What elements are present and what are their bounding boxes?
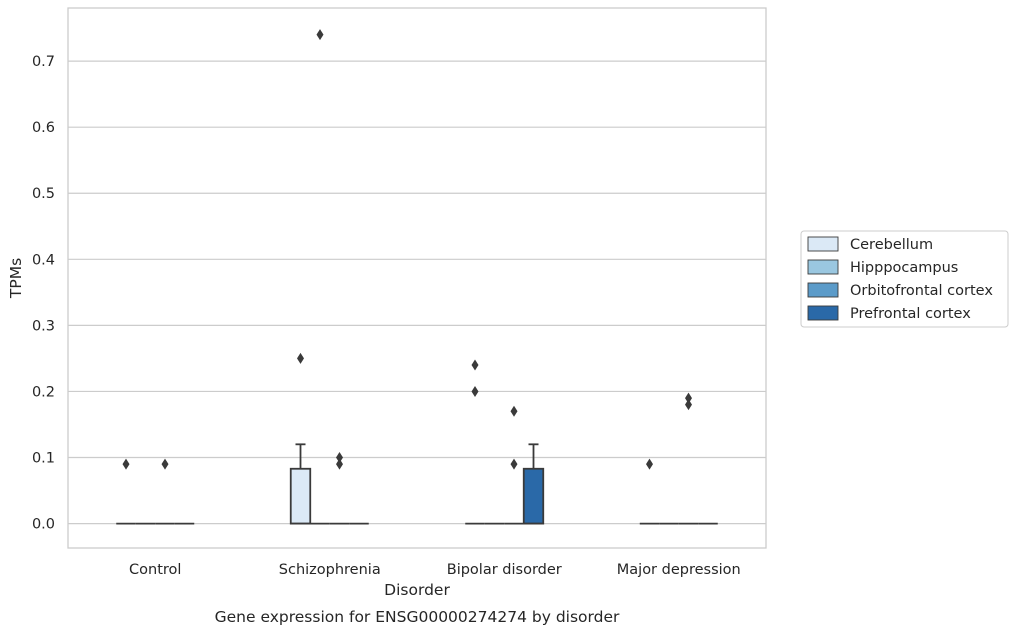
box-body bbox=[289, 467, 312, 525]
outlier-point bbox=[685, 399, 692, 411]
outlier-point bbox=[316, 29, 324, 41]
y-tick-label: 0.1 bbox=[32, 451, 55, 467]
box-group bbox=[310, 29, 330, 525]
x-tick-label: Control bbox=[129, 562, 181, 578]
y-tick-label: 0.6 bbox=[32, 120, 55, 136]
box-body bbox=[522, 467, 545, 525]
outlier-point bbox=[646, 458, 653, 470]
outlier-point bbox=[510, 405, 518, 417]
x-tick-label: Bipolar disorder bbox=[447, 562, 562, 578]
outlier-point bbox=[336, 452, 343, 464]
x-tick-label: Major depression bbox=[617, 562, 741, 578]
y-axis-label: TPMs bbox=[7, 258, 25, 299]
outlier-point bbox=[336, 458, 343, 470]
legend-label: Hipppocampus bbox=[850, 260, 958, 276]
box-group bbox=[678, 392, 699, 525]
legend: Cerebellum Hipppocampus Orbitofrontal cort… bbox=[800, 230, 1009, 328]
chart-caption: Gene expression for ENSG00000274274 by d… bbox=[215, 608, 620, 626]
legend-swatch bbox=[807, 305, 839, 321]
outlier-point bbox=[510, 458, 518, 470]
box-group bbox=[155, 458, 175, 525]
y-tick-label: 0.4 bbox=[32, 252, 55, 268]
legend-frame bbox=[800, 230, 1009, 328]
x-tick-labels: Control Schizophrenia Bipolar disorder Majo… bbox=[129, 562, 741, 578]
grid-lines bbox=[68, 60, 766, 525]
x-tick-label: Schizophrenia bbox=[279, 562, 381, 578]
y-tick-label: 0.3 bbox=[32, 318, 55, 334]
outlier-point bbox=[122, 458, 130, 470]
y-tick-label: 0.2 bbox=[32, 384, 55, 400]
legend-label: Cerebellum bbox=[850, 237, 933, 253]
outlier-point bbox=[297, 352, 304, 364]
box-group bbox=[504, 405, 524, 525]
box-group bbox=[639, 458, 660, 525]
box-group bbox=[522, 443, 545, 525]
y-tick-label: 0.7 bbox=[32, 54, 55, 70]
legend-label: Prefrontal cortex bbox=[850, 306, 971, 322]
y-tick-label: 0.5 bbox=[32, 186, 55, 202]
box-group bbox=[116, 458, 136, 525]
y-tick-label: 0.0 bbox=[32, 517, 55, 533]
legend-swatch bbox=[807, 236, 839, 252]
outlier-point bbox=[685, 392, 692, 404]
legend-swatch bbox=[807, 259, 839, 275]
y-tick-labels: 0.0 0.1 0.2 0.3 0.4 0.5 0.6 0.7 bbox=[32, 54, 55, 532]
plot-frame bbox=[67, 7, 767, 549]
box-group bbox=[289, 352, 312, 525]
outlier-point bbox=[471, 359, 479, 371]
plot-marks bbox=[116, 29, 718, 525]
outlier-point bbox=[471, 385, 479, 397]
legend-label: Orbitofrontal cortex bbox=[850, 283, 993, 299]
box-group bbox=[465, 359, 485, 525]
outlier-point bbox=[161, 458, 169, 470]
x-axis-label: Disorder bbox=[384, 581, 450, 599]
box-group bbox=[329, 452, 350, 525]
legend-swatch bbox=[807, 282, 839, 298]
